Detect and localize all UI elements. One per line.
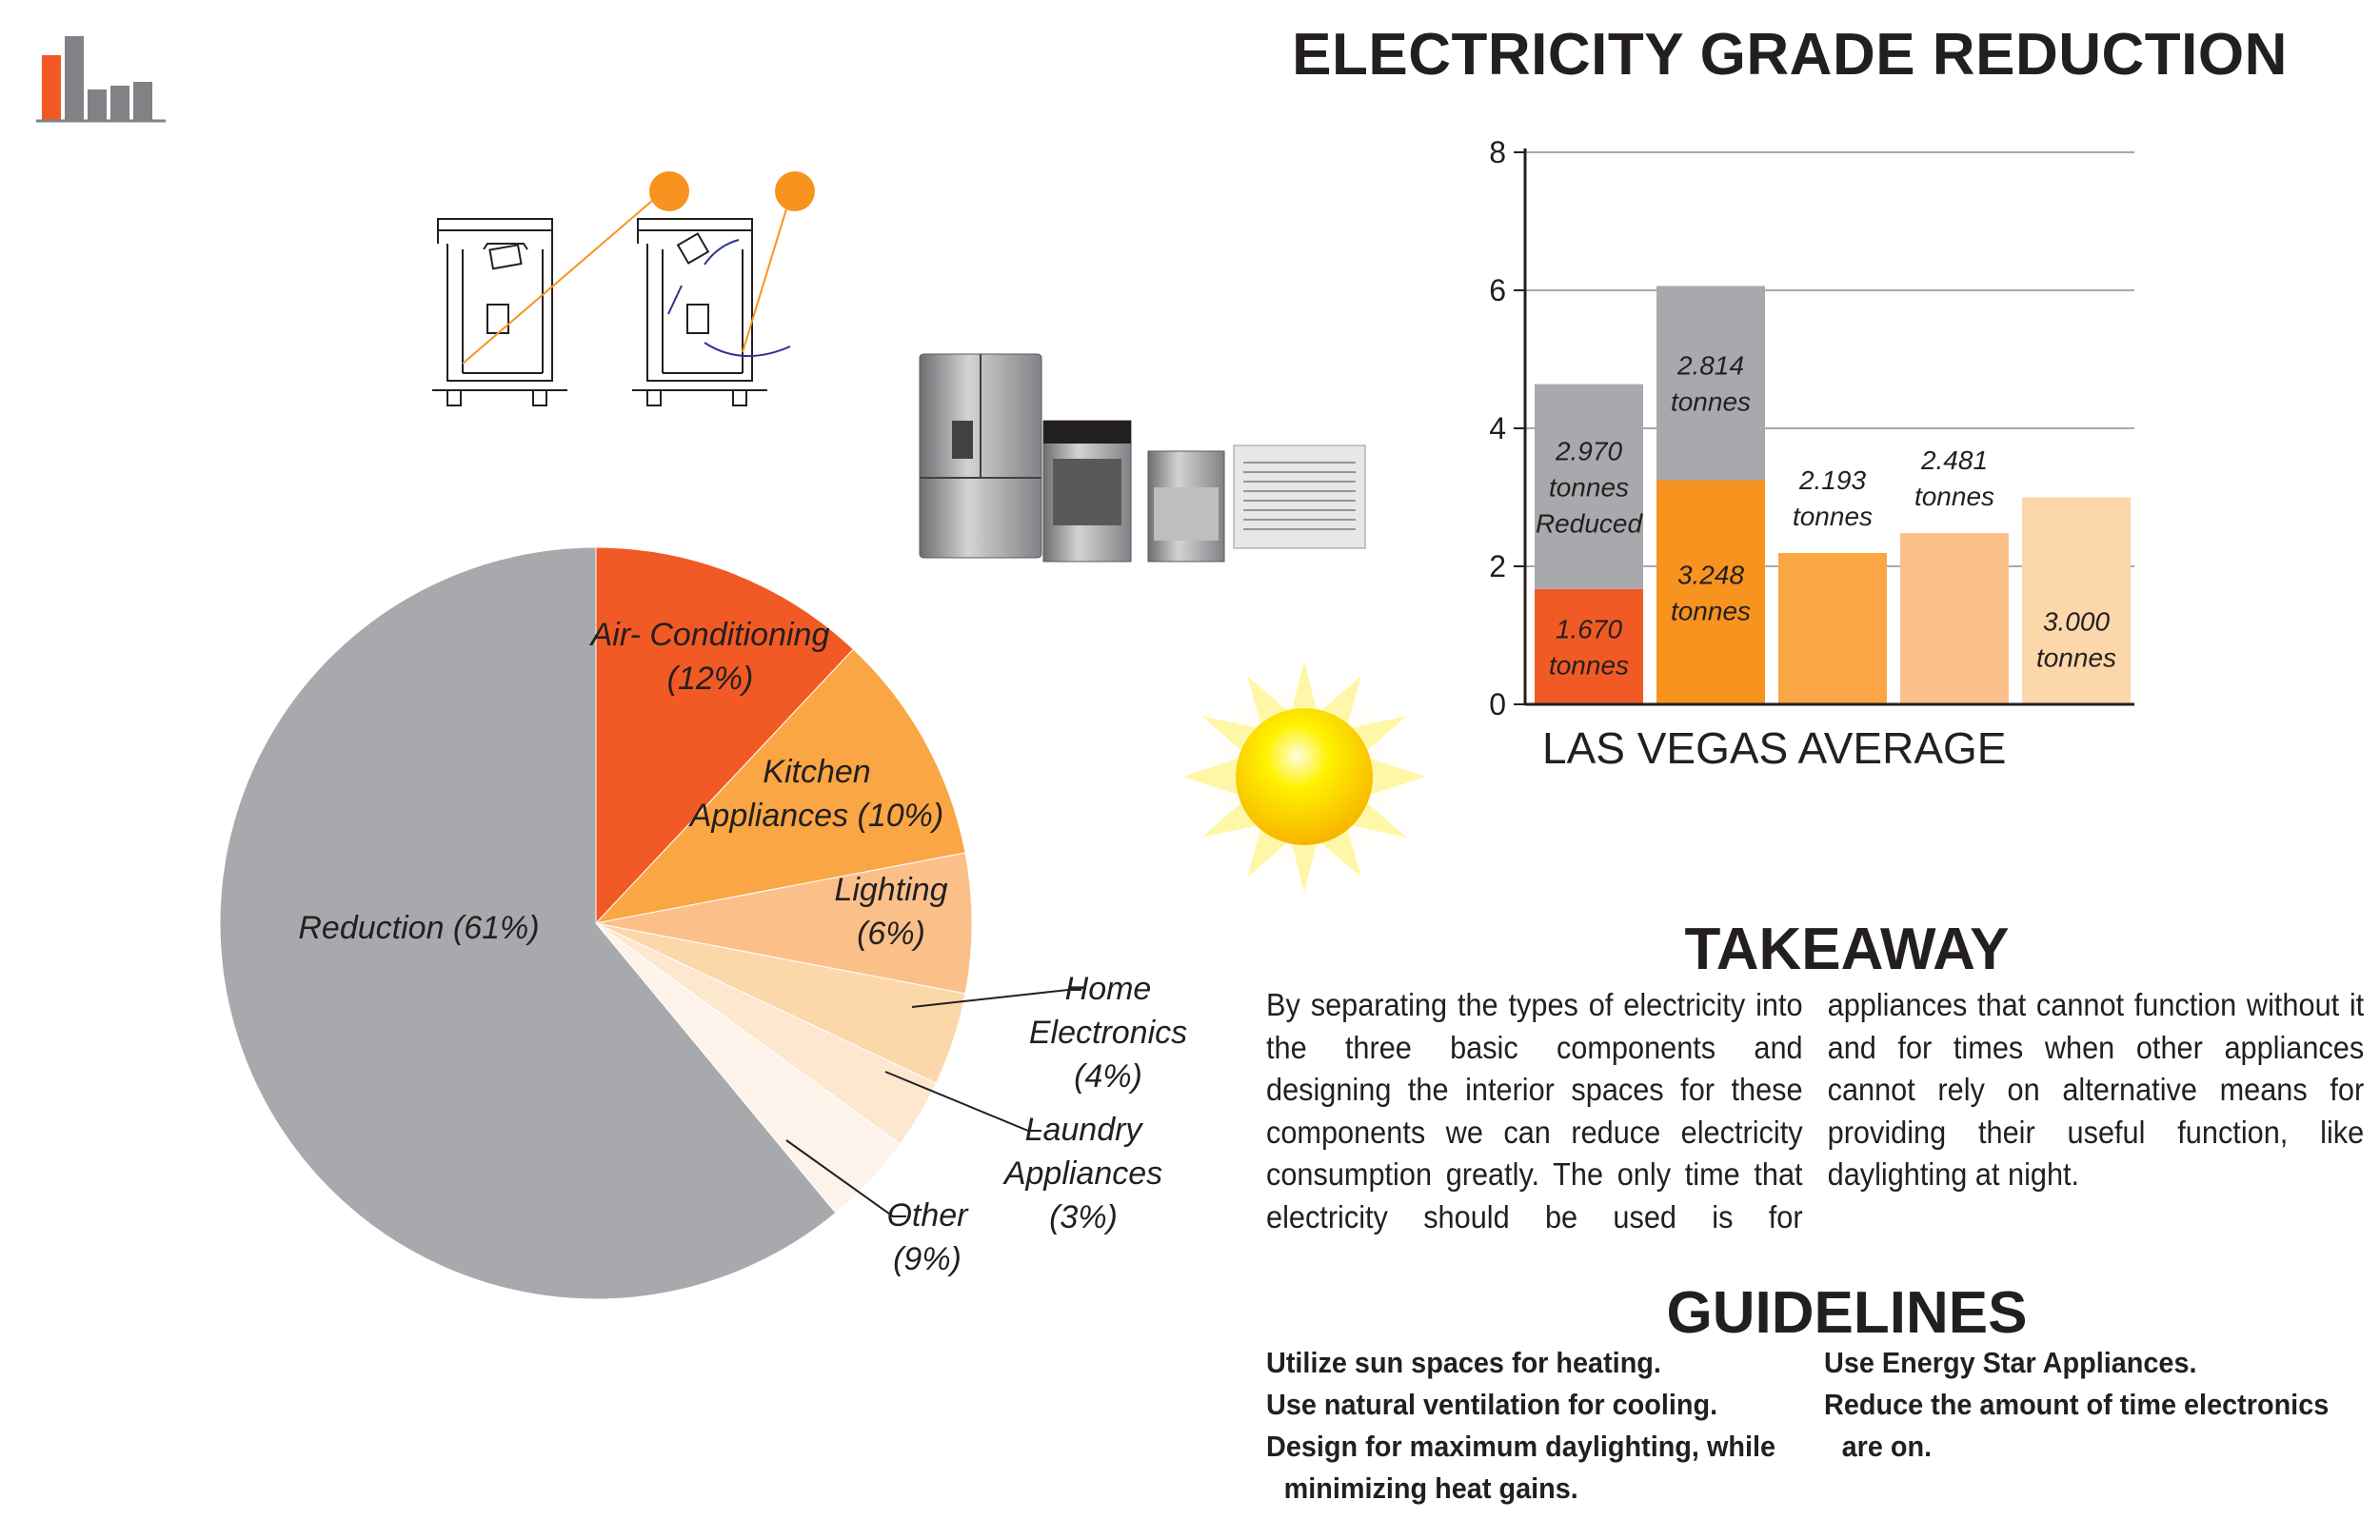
guidelines-right-list: Use Energy Star Appliances. Reduce the a… <box>1824 1342 2329 1468</box>
bar-segment <box>1535 588 1643 704</box>
slice-label: Electronics <box>1029 1015 1187 1051</box>
y-tick-label: 0 <box>1489 687 1506 721</box>
slice-label: (12%) <box>667 661 754 697</box>
data-label: tonnes <box>2036 642 2116 672</box>
bar-segment <box>2022 497 2131 704</box>
bar-chart-logo-icon <box>36 36 166 123</box>
slice-label: Other <box>886 1197 969 1234</box>
slice-label: (9%) <box>893 1241 962 1277</box>
pie-slice <box>595 852 973 995</box>
data-label: 2.481 <box>1920 445 1988 475</box>
data-label: 1.670 <box>1556 614 1622 643</box>
pie-slice <box>219 546 837 1300</box>
pie-chart: Air- Conditioning (12%) Kitchen Appliances … <box>219 546 1187 1300</box>
leader-line <box>785 1139 906 1217</box>
sun-orb-icon <box>649 171 689 211</box>
page-title: ELECTRICITY GRADE REDUCTION <box>1292 22 2288 88</box>
bar-chart: 0 2 4 6 8 1.670 tonnes 2.970 tonnes Reduced 3.248 t… <box>1489 135 2134 773</box>
bar-segment <box>1900 533 2009 704</box>
data-label: 2.193 <box>1798 465 1866 495</box>
data-label: 2.970 <box>1555 436 1622 465</box>
data-label: tonnes <box>1914 482 1994 511</box>
y-tick-label: 2 <box>1489 549 1506 583</box>
slice-label: (6%) <box>857 916 925 952</box>
slice-label: Laundry <box>1025 1112 1144 1148</box>
slice-label: Appliances (10%) <box>688 798 943 834</box>
y-tick-label: 4 <box>1489 411 1506 445</box>
bar-segment <box>1778 553 1887 704</box>
pie-slice <box>594 648 966 924</box>
guidelines-left-list: Utilize sun spaces for heating. Use natu… <box>1266 1342 1775 1510</box>
sun-orb-icon <box>775 171 815 211</box>
leader-line <box>884 1071 1041 1132</box>
guideline-item: Design for maximum daylighting, while <box>1266 1430 1776 1463</box>
slice-label: Air- Conditioning <box>589 617 830 653</box>
bar-segment <box>1656 480 1765 704</box>
slice-label: Kitchen <box>763 754 870 790</box>
pie-slice <box>595 546 855 925</box>
slice-label: Reduction (61%) <box>298 910 539 946</box>
data-label: tonnes <box>1671 596 1751 625</box>
data-label: Reduced <box>1536 508 1644 538</box>
guideline-item-continued: minimizing heat gains. <box>1283 1471 1578 1505</box>
bar-segment <box>1656 286 1765 481</box>
slice-label: (3%) <box>1049 1199 1118 1235</box>
slice-label: (4%) <box>1074 1058 1142 1095</box>
building-section-diagram-icon <box>432 188 793 406</box>
guideline-item: Utilize sun spaces for heating. <box>1266 1346 1661 1379</box>
x-axis-label: LAS VEGAS AVERAGE <box>1542 723 2006 773</box>
data-label: tonnes <box>1549 472 1629 502</box>
y-tick-label: 6 <box>1489 273 1506 307</box>
data-label: tonnes <box>1671 387 1751 417</box>
appliances-photo <box>919 353 1366 563</box>
leader-line <box>911 989 1081 1008</box>
takeaway-body: By separating the types of electricity i… <box>1266 987 2365 1234</box>
data-label: tonnes <box>1549 650 1629 680</box>
y-tick-label: 8 <box>1489 135 1506 169</box>
guideline-item-continued: are on. <box>1841 1430 1933 1463</box>
slice-label: Lighting <box>834 872 947 908</box>
sun-icon <box>1182 661 1426 893</box>
bar-segment <box>1535 384 1643 589</box>
data-label: 2.814 <box>1676 351 1744 381</box>
guideline-item: Use Energy Star Appliances. <box>1824 1346 2197 1379</box>
guideline-item: Reduce the amount of time electronics <box>1824 1388 2330 1421</box>
takeaway-heading: TAKEAWAY <box>1684 917 2010 982</box>
data-label: 3.248 <box>1677 560 1744 589</box>
guideline-item: Use natural ventilation for cooling. <box>1266 1388 1718 1421</box>
data-label: 3.000 <box>2043 606 2110 636</box>
guidelines-heading: GUIDELINES <box>1666 1280 2028 1346</box>
slice-label: Home <box>1065 971 1152 1007</box>
data-label: tonnes <box>1793 502 1873 531</box>
slice-label: Appliances <box>1002 1155 1162 1192</box>
